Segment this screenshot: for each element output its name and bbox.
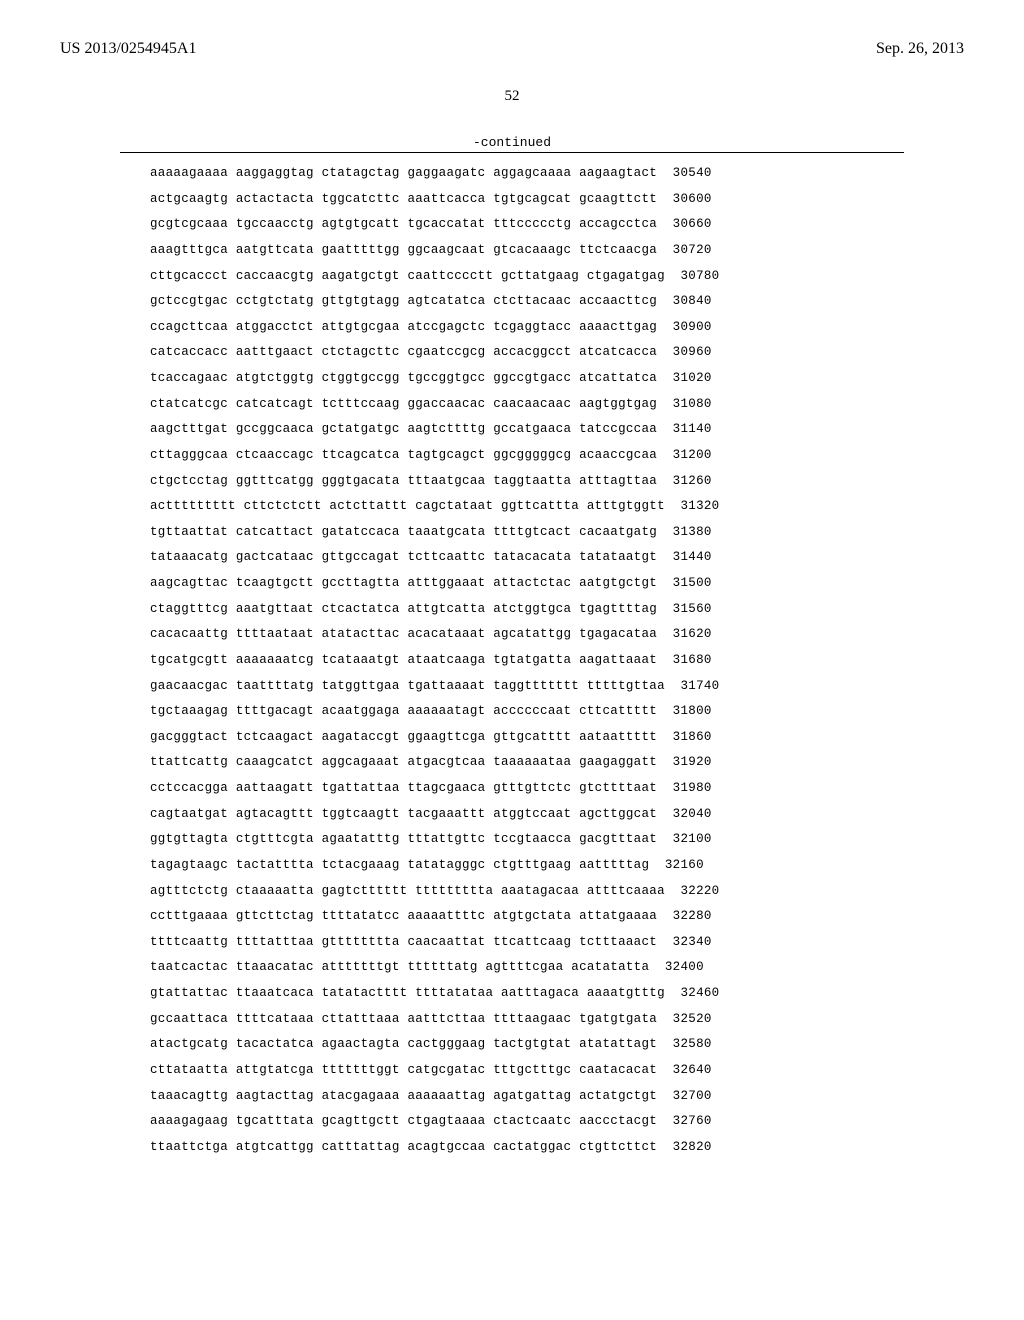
sequence-row: aaagtttgca aatgttcata gaatttttgg ggcaagc… <box>150 238 964 264</box>
continued-label: -continued <box>60 135 964 150</box>
header-rule <box>120 152 904 153</box>
sequence-row: catcaccacc aatttgaact ctctagcttc cgaatcc… <box>150 340 964 366</box>
page-header: US 2013/0254945A1 Sep. 26, 2013 <box>60 40 964 58</box>
sequence-row: aagctttgat gccggcaaca gctatgatgc aagtctt… <box>150 417 964 443</box>
sequence-row: taatcactac ttaaacatac atttttttgt tttttta… <box>150 955 964 981</box>
page-container: US 2013/0254945A1 Sep. 26, 2013 52 -cont… <box>0 0 1024 1200</box>
publication-date: Sep. 26, 2013 <box>876 40 964 58</box>
sequence-row: ttaattctga atgtcattgg catttattag acagtgc… <box>150 1135 964 1161</box>
sequence-row: gctccgtgac cctgtctatg gttgtgtagg agtcata… <box>150 289 964 315</box>
sequence-row: cacacaattg ttttaataat atatacttac acacata… <box>150 622 964 648</box>
sequence-row: cctccacgga aattaagatt tgattattaa ttagcga… <box>150 776 964 802</box>
sequence-row: cctttgaaaa gttcttctag ttttatatcc aaaaatt… <box>150 904 964 930</box>
sequence-row: tagagtaagc tactatttta tctacgaaag tatatag… <box>150 853 964 879</box>
sequence-row: ctgctcctag ggtttcatgg gggtgacata tttaatg… <box>150 469 964 495</box>
sequence-row: aaaaagaaaa aaggaggtag ctatagctag gaggaag… <box>150 161 964 187</box>
sequence-listing: aaaaagaaaa aaggaggtag ctatagctag gaggaag… <box>150 161 964 1160</box>
sequence-row: agtttctctg ctaaaaatta gagtctttttt tttttt… <box>150 879 964 905</box>
sequence-row: cagtaatgat agtacagttt tggtcaagtt tacgaaa… <box>150 802 964 828</box>
sequence-row: tgttaattat catcattact gatatccaca taaatgc… <box>150 520 964 546</box>
sequence-row: cttgcaccct caccaacgtg aagatgctgt caattcc… <box>150 264 964 290</box>
sequence-row: tataaacatg gactcataac gttgccagat tcttcaa… <box>150 545 964 571</box>
sequence-row: gaacaacgac taattttatg tatggttgaa tgattaa… <box>150 674 964 700</box>
sequence-row: aaaagagaag tgcatttata gcagttgctt ctgagta… <box>150 1109 964 1135</box>
sequence-row: ttttcaattg ttttatttaa gtttttttta caacaat… <box>150 930 964 956</box>
sequence-row: ctatcatcgc catcatcagt tctttccaag ggaccaa… <box>150 392 964 418</box>
sequence-row: ccagcttcaa atggacctct attgtgcgaa atccgag… <box>150 315 964 341</box>
page-number: 52 <box>60 88 964 105</box>
sequence-row: ggtgttagta ctgtttcgta agaatatttg tttattg… <box>150 827 964 853</box>
sequence-row: gtattattac ttaaatcaca tatatactttt ttttat… <box>150 981 964 1007</box>
sequence-row: atactgcatg tacactatca agaactagta cactggg… <box>150 1032 964 1058</box>
sequence-row: actgcaagtg actactacta tggcatcttc aaattca… <box>150 187 964 213</box>
sequence-row: cttagggcaa ctcaaccagc ttcagcatca tagtgca… <box>150 443 964 469</box>
sequence-row: acttttttttt cttctctctt actcttattt cagcta… <box>150 494 964 520</box>
sequence-row: ttattcattg caaagcatct aggcagaaat atgacgt… <box>150 750 964 776</box>
sequence-row: aagcagttac tcaagtgctt gccttagtta atttgga… <box>150 571 964 597</box>
sequence-row: gcgtcgcaaa tgccaacctg agtgtgcatt tgcacca… <box>150 212 964 238</box>
sequence-row: cttataatta attgtatcga tttttttggt catgcga… <box>150 1058 964 1084</box>
publication-number: US 2013/0254945A1 <box>60 40 196 58</box>
sequence-row: tgcatgcgtt aaaaaaatcg tcataaatgt ataatca… <box>150 648 964 674</box>
sequence-row: gccaattaca ttttcataaa cttatttaaa aatttct… <box>150 1007 964 1033</box>
sequence-row: tcaccagaac atgtctggtg ctggtgccgg tgccggt… <box>150 366 964 392</box>
sequence-row: ctaggtttcg aaatgttaat ctcactatca attgtca… <box>150 597 964 623</box>
sequence-row: gacgggtact tctcaagact aagataccgt ggaagtt… <box>150 725 964 751</box>
sequence-row: taaacagttg aagtacttag atacgagaaa aaaaaat… <box>150 1084 964 1110</box>
sequence-row: tgctaaagag ttttgacagt acaatggaga aaaaaat… <box>150 699 964 725</box>
